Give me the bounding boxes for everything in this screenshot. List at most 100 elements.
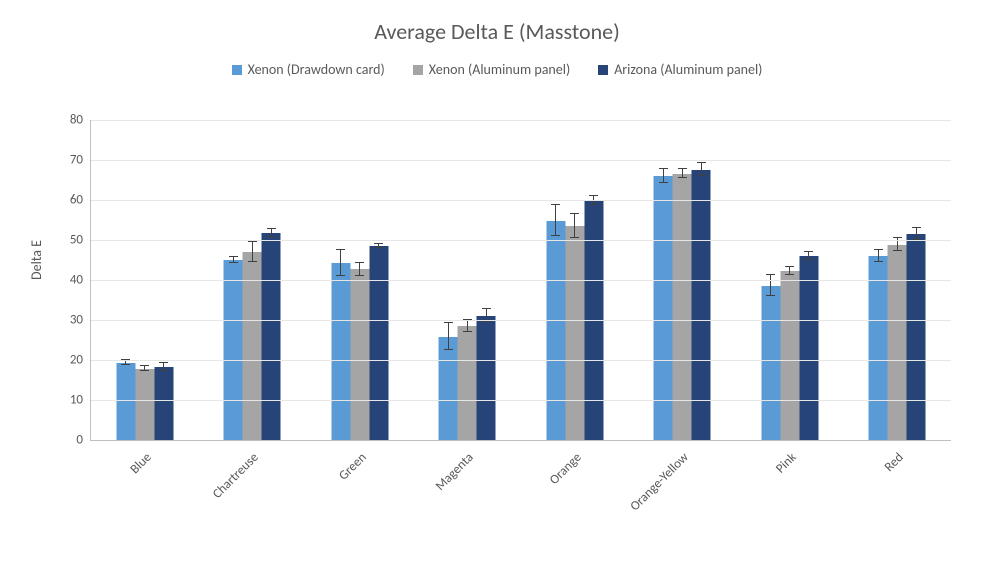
error-bar: [340, 250, 341, 276]
error-cap: [159, 370, 168, 371]
error-cap: [766, 274, 775, 275]
error-cap: [785, 274, 794, 275]
legend-swatch: [232, 65, 242, 75]
error-cap: [570, 213, 579, 214]
bar: [262, 233, 281, 440]
bar: [907, 234, 926, 440]
x-label-slot: Magenta: [413, 444, 521, 544]
bar: [799, 256, 818, 440]
error-cap: [267, 236, 276, 237]
chart-legend: Xenon (Drawdown card) Xenon (Aluminum pan…: [0, 61, 994, 78]
x-tick-label: Green: [336, 450, 369, 483]
x-label-slot: Chartreuse: [198, 444, 306, 544]
bar: [439, 337, 458, 440]
y-tick-label: 70: [70, 153, 91, 168]
error-cap: [659, 182, 668, 183]
error-bar: [555, 205, 556, 236]
error-cap: [912, 227, 921, 228]
legend-item: Arizona (Aluminum panel): [598, 61, 762, 78]
error-cap: [229, 256, 238, 257]
error-cap: [374, 243, 383, 244]
error-cap: [893, 250, 902, 251]
bar: [869, 256, 888, 440]
chart-container: Average Delta E (Masstone) Xenon (Drawdo…: [0, 0, 994, 569]
error-cap: [570, 237, 579, 238]
bar: [761, 286, 780, 440]
error-cap: [248, 261, 257, 262]
x-tick-label: Blue: [127, 450, 154, 477]
bar: [224, 260, 243, 440]
bar: [116, 363, 135, 440]
bar: [331, 263, 350, 440]
error-cap: [374, 247, 383, 248]
error-cap: [893, 237, 902, 238]
legend-label: Xenon (Aluminum panel): [429, 61, 570, 78]
bar: [565, 226, 584, 440]
legend-label: Xenon (Drawdown card): [248, 61, 385, 78]
y-tick-label: 80: [70, 113, 91, 128]
bar: [780, 271, 799, 440]
y-tick-label: 20: [70, 353, 91, 368]
legend-swatch: [413, 65, 423, 75]
bar: [477, 316, 496, 440]
x-tick-label: Pink: [773, 450, 799, 476]
plot-area: 01020304050607080: [90, 120, 951, 441]
error-cap: [463, 331, 472, 332]
gridline: [91, 360, 951, 361]
x-label-slot: Pink: [735, 444, 843, 544]
error-cap: [874, 261, 883, 262]
bar: [458, 326, 477, 440]
error-cap: [121, 364, 130, 365]
error-cap: [229, 262, 238, 263]
error-cap: [678, 177, 687, 178]
error-cap: [267, 228, 276, 229]
error-bar: [252, 242, 253, 263]
error-cap: [336, 249, 345, 250]
y-tick-label: 30: [70, 313, 91, 328]
legend-label: Arizona (Aluminum panel): [614, 61, 762, 78]
bar: [135, 369, 154, 440]
gridline: [91, 280, 951, 281]
error-cap: [589, 195, 598, 196]
error-cap: [659, 168, 668, 169]
error-cap: [159, 362, 168, 363]
error-cap: [697, 162, 706, 163]
y-tick-label: 0: [76, 433, 91, 448]
x-label-slot: Green: [305, 444, 413, 544]
gridline: [91, 320, 951, 321]
y-tick-label: 40: [70, 273, 91, 288]
x-tick-label: Magenta: [433, 450, 477, 494]
error-cap: [804, 251, 813, 252]
error-cap: [140, 370, 149, 371]
bar: [888, 245, 907, 440]
error-cap: [785, 266, 794, 267]
error-bar: [448, 323, 449, 350]
error-cap: [355, 275, 364, 276]
gridline: [91, 160, 951, 161]
error-cap: [444, 349, 453, 350]
x-tick-label: Orange: [547, 450, 585, 488]
x-tick-label: Chartreuse: [210, 450, 262, 502]
y-tick-label: 60: [70, 193, 91, 208]
error-cap: [697, 175, 706, 176]
error-bar: [663, 169, 664, 183]
y-tick-label: 50: [70, 233, 91, 248]
legend-swatch: [598, 65, 608, 75]
error-bar: [770, 275, 771, 296]
gridline: [91, 240, 951, 241]
error-cap: [482, 308, 491, 309]
error-cap: [444, 322, 453, 323]
error-bar: [574, 214, 575, 238]
legend-item: Xenon (Drawdown card): [232, 61, 385, 78]
bar: [154, 367, 173, 440]
error-cap: [482, 321, 491, 322]
bar: [369, 246, 388, 440]
gridline: [91, 120, 951, 121]
y-axis-label: Delta E: [28, 240, 45, 280]
error-cap: [336, 275, 345, 276]
x-label-slot: Orange: [520, 444, 628, 544]
y-tick-label: 10: [70, 393, 91, 408]
gridline: [91, 200, 951, 201]
gridline: [91, 400, 951, 401]
error-cap: [551, 204, 560, 205]
